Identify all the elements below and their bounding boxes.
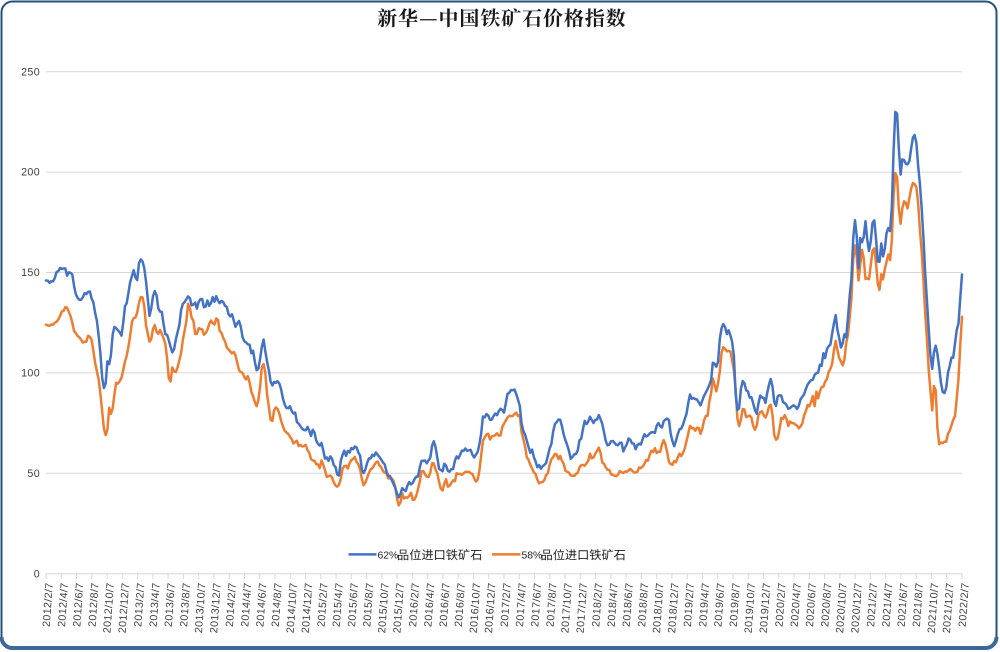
svg-text:2020/8/7: 2020/8/7 [819, 582, 834, 627]
svg-text:2020/4/7: 2020/4/7 [789, 582, 804, 627]
svg-text:2016/2/7: 2016/2/7 [407, 582, 422, 627]
svg-text:58%: 58% [522, 551, 543, 562]
svg-text:2015/12/7: 2015/12/7 [391, 582, 407, 633]
svg-text:2014/2/7: 2014/2/7 [224, 582, 239, 627]
svg-text:2019/4/7: 2019/4/7 [697, 582, 712, 627]
svg-text:2017/6/7: 2017/6/7 [529, 582, 544, 627]
svg-text:2012/4/7: 2012/4/7 [56, 582, 71, 627]
svg-text:2012/8/7: 2012/8/7 [87, 582, 102, 627]
svg-text:2021/4/7: 2021/4/7 [880, 582, 895, 627]
svg-text:2020/2/7: 2020/2/7 [774, 582, 789, 627]
svg-text:2020/10/7: 2020/10/7 [834, 582, 850, 633]
svg-text:2015/10/7: 2015/10/7 [376, 582, 392, 633]
svg-text:100: 100 [21, 368, 40, 380]
svg-text:2015/6/7: 2015/6/7 [346, 582, 361, 627]
svg-text:2016/12/7: 2016/12/7 [483, 582, 499, 633]
svg-text:2020/12/7: 2020/12/7 [849, 582, 865, 633]
svg-text:2019/2/7: 2019/2/7 [682, 582, 697, 627]
svg-text:150: 150 [21, 267, 40, 279]
svg-text:2016/6/7: 2016/6/7 [438, 582, 453, 627]
svg-text:2018/4/7: 2018/4/7 [606, 582, 621, 627]
svg-text:2012/12/7: 2012/12/7 [117, 582, 133, 633]
svg-text:2015/2/7: 2015/2/7 [316, 582, 331, 627]
svg-text:2018/12/7: 2018/12/7 [666, 582, 682, 633]
svg-text:2014/6/7: 2014/6/7 [254, 582, 269, 627]
svg-text:2016/8/7: 2016/8/7 [453, 582, 468, 627]
svg-text:2021/2/7: 2021/2/7 [865, 582, 880, 627]
svg-text:2021/8/7: 2021/8/7 [911, 582, 926, 627]
svg-text:2013/10/7: 2013/10/7 [193, 582, 209, 633]
svg-text:2021/12/7: 2021/12/7 [941, 582, 957, 633]
svg-text:2019/8/7: 2019/8/7 [728, 582, 743, 627]
svg-text:2014/10/7: 2014/10/7 [285, 582, 301, 633]
svg-text:2021/6/7: 2021/6/7 [896, 582, 911, 627]
svg-text:2017/4/7: 2017/4/7 [514, 582, 529, 627]
svg-text:2014/12/7: 2014/12/7 [300, 582, 316, 633]
svg-text:2017/8/7: 2017/8/7 [545, 582, 560, 627]
svg-text:2019/10/7: 2019/10/7 [743, 582, 759, 633]
svg-text:2016/4/7: 2016/4/7 [422, 582, 437, 627]
svg-text:2016/10/7: 2016/10/7 [468, 582, 484, 633]
svg-text:2012/6/7: 2012/6/7 [71, 582, 86, 627]
svg-text:2013/2/7: 2013/2/7 [132, 582, 147, 627]
svg-text:2018/2/7: 2018/2/7 [590, 582, 605, 627]
svg-text:2012/10/7: 2012/10/7 [101, 582, 117, 633]
svg-text:2022/2/7: 2022/2/7 [957, 582, 972, 627]
svg-text:250: 250 [21, 66, 40, 78]
svg-text:2013/6/7: 2013/6/7 [163, 582, 178, 627]
svg-text:50: 50 [27, 468, 40, 480]
svg-text:0: 0 [34, 568, 40, 580]
svg-text:2018/6/7: 2018/6/7 [621, 582, 636, 627]
svg-text:2020/6/7: 2020/6/7 [804, 582, 819, 627]
svg-text:2014/8/7: 2014/8/7 [270, 582, 285, 627]
svg-text:2019/12/7: 2019/12/7 [758, 582, 774, 633]
svg-text:2013/12/7: 2013/12/7 [208, 582, 224, 633]
svg-text:2015/4/7: 2015/4/7 [331, 582, 346, 627]
svg-text:2013/4/7: 2013/4/7 [148, 582, 163, 627]
svg-text:2014/4/7: 2014/4/7 [239, 582, 254, 627]
svg-text:2013/8/7: 2013/8/7 [178, 582, 193, 627]
svg-text:2017/2/7: 2017/2/7 [499, 582, 514, 627]
svg-text:2018/10/7: 2018/10/7 [651, 582, 667, 633]
svg-text:62%: 62% [378, 551, 399, 562]
svg-text:2012/2/7: 2012/2/7 [41, 582, 56, 627]
svg-text:200: 200 [21, 167, 40, 179]
svg-text:2021/10/7: 2021/10/7 [926, 582, 942, 633]
svg-text:2015/8/7: 2015/8/7 [361, 582, 376, 627]
svg-text:2017/10/7: 2017/10/7 [559, 582, 575, 633]
svg-text:2018/8/7: 2018/8/7 [636, 582, 651, 627]
svg-text:2019/6/7: 2019/6/7 [712, 582, 727, 627]
svg-text:2017/12/7: 2017/12/7 [575, 582, 591, 633]
